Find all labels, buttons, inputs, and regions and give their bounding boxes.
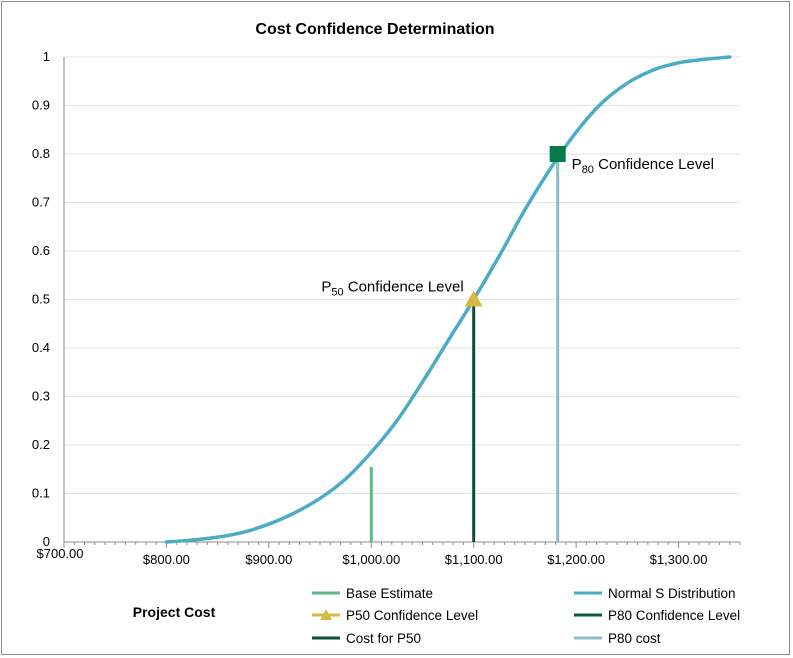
legend-label: P80 Confidence Level [608, 608, 740, 623]
gridlines [64, 56, 740, 494]
y-tick-label: 0.2 [32, 437, 50, 452]
y-tick-label: 0.7 [32, 195, 50, 210]
x-tick-label: $800.00 [143, 552, 190, 567]
y-tick-label: 0.8 [32, 146, 50, 161]
x-tick-label: $700.00 [37, 546, 84, 561]
y-tick-label: 0.4 [32, 340, 50, 355]
legend-label: P80 cost [608, 631, 661, 646]
x-tick-label: $1,200.00 [547, 552, 605, 567]
legend-item: P50 Confidence Level [312, 608, 478, 623]
y-tick-label: 0.6 [32, 243, 50, 258]
legend-item: P80 Confidence Level [574, 608, 740, 623]
y-tick-label: 0.5 [32, 292, 50, 307]
p50-annotation-prefix: P [321, 279, 331, 296]
legend-item: Base Estimate [312, 586, 433, 601]
legend-label: Normal S Distribution [608, 586, 736, 601]
p80-annotation-prefix: P [572, 156, 582, 173]
legend-label: Base Estimate [346, 586, 433, 601]
y-tick-label: 1 [43, 49, 50, 64]
x-tick-labels: $700.00 $800.00 $900.00 $1,000.00 $1,100.00 $… [37, 546, 708, 567]
x-tick-label: $1,000.00 [342, 552, 400, 567]
y-tick-label: 0.1 [32, 486, 50, 501]
series-layer [164, 55, 732, 544]
legend-item: Cost for P50 [312, 631, 421, 646]
x-tick-label: $1,100.00 [445, 552, 503, 567]
legend-triangle-marker [320, 609, 332, 620]
series-line-normal-s-distribution [164, 55, 732, 544]
axes [63, 57, 741, 548]
legend-item: P80 cost [574, 631, 661, 646]
x-axis-label: Project Cost [133, 604, 216, 620]
p50-annotation-subscript: 50 [331, 287, 343, 299]
p80-annotation: P80 Confidence Level [572, 156, 714, 176]
y-tick-label: 0.3 [32, 389, 50, 404]
x-tick-label: $1,300.00 [650, 552, 708, 567]
p80-marker-square [549, 146, 566, 162]
legend: Base Estimate Normal S Distribution P50 Co… [312, 586, 740, 646]
legend-label: P50 Confidence Level [346, 608, 478, 623]
chart-title: Cost Confidence Determination [255, 21, 494, 38]
p50-annotation: P50 Confidence Level [321, 279, 463, 299]
x-tick-label: $900.00 [245, 552, 292, 567]
legend-label: Cost for P50 [346, 631, 421, 646]
p50-marker-triangle [464, 290, 483, 307]
y-tick-label: 0.9 [32, 98, 50, 113]
y-tick-labels: 0 0.1 0.2 0.3 0.4 0.5 0.6 0.7 0.8 0.9 1 [32, 49, 50, 549]
p80-annotation-subscript: 80 [582, 164, 594, 176]
p50-annotation-suffix: Confidence Level [344, 279, 464, 296]
legend-item: Normal S Distribution [574, 586, 736, 601]
y-tick-label: 0 [43, 534, 50, 549]
p80-annotation-suffix: Confidence Level [594, 156, 714, 173]
